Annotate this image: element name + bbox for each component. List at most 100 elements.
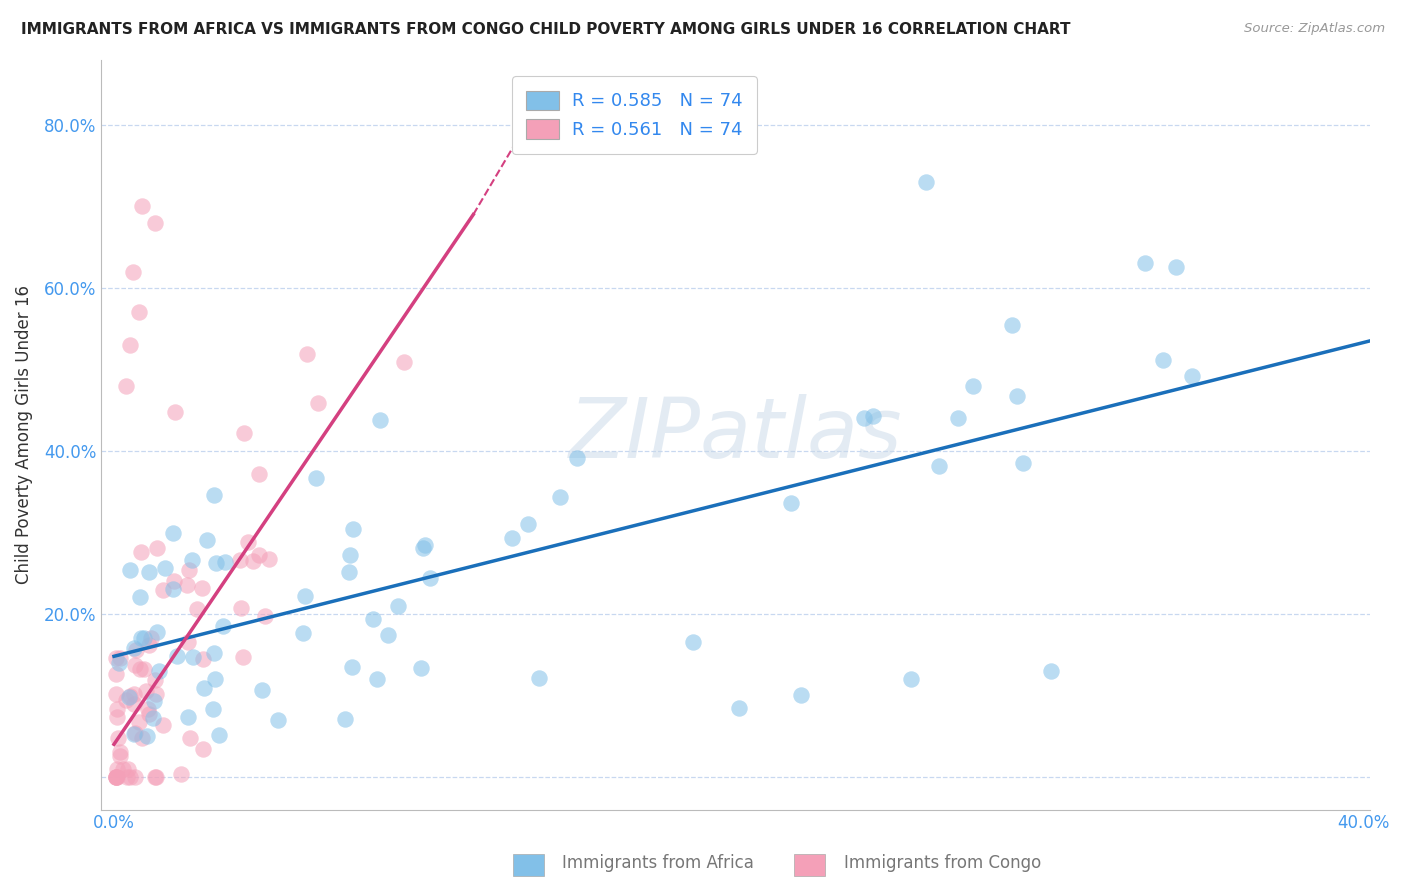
Point — [191, 741, 214, 756]
Point — [517, 516, 540, 531]
Point — [105, 770, 128, 784]
Point — [852, 411, 875, 425]
Point — [115, 693, 138, 707]
Point — [122, 688, 145, 702]
Point — [118, 564, 141, 578]
Point — [134, 631, 156, 645]
Point — [118, 338, 141, 352]
Point — [186, 602, 208, 616]
Text: ZIPatlas: ZIPatlas — [569, 394, 903, 475]
Point — [253, 609, 276, 624]
Point — [212, 619, 235, 633]
Point — [862, 409, 884, 423]
Text: Source: ZipAtlas.com: Source: ZipAtlas.com — [1244, 22, 1385, 36]
Point — [148, 664, 170, 678]
Point — [565, 451, 588, 466]
Point — [1005, 389, 1028, 403]
Point — [176, 578, 198, 592]
Point — [118, 690, 141, 704]
Point — [131, 199, 153, 213]
Point — [333, 713, 356, 727]
Point — [242, 554, 264, 568]
Point — [115, 770, 138, 784]
Point — [122, 697, 145, 711]
Point — [124, 770, 146, 784]
Point — [104, 770, 127, 784]
Point — [229, 601, 252, 615]
Point — [292, 626, 315, 640]
Point — [107, 731, 129, 746]
Text: Immigrants from Africa: Immigrants from Africa — [562, 855, 754, 872]
Point — [139, 631, 162, 645]
Point — [387, 599, 409, 614]
Point — [128, 305, 150, 319]
Point — [529, 671, 551, 685]
Point — [370, 412, 392, 426]
Point — [170, 766, 193, 780]
Point — [124, 726, 146, 740]
Point — [105, 709, 128, 723]
Point — [124, 657, 146, 672]
Point — [247, 467, 270, 482]
Point — [307, 396, 329, 410]
Point — [145, 770, 167, 784]
Point — [181, 650, 204, 665]
Point — [146, 541, 169, 555]
Point — [257, 551, 280, 566]
Point — [780, 496, 803, 510]
Point — [1181, 369, 1204, 384]
Point — [142, 694, 165, 708]
Point — [247, 549, 270, 563]
Point — [294, 589, 316, 603]
Point — [143, 770, 166, 784]
Point — [163, 404, 186, 418]
Point — [129, 662, 152, 676]
Point — [339, 548, 361, 562]
Point — [162, 526, 184, 541]
Point — [1135, 256, 1157, 270]
Point — [118, 770, 141, 784]
Point — [166, 648, 188, 663]
Point — [180, 553, 202, 567]
Point — [412, 541, 434, 555]
Point — [122, 727, 145, 741]
Point — [104, 666, 127, 681]
Point — [179, 563, 201, 577]
Point — [204, 672, 226, 686]
Point — [295, 347, 318, 361]
Point — [138, 566, 160, 580]
Point — [1001, 318, 1024, 332]
Point — [135, 684, 157, 698]
Point — [962, 379, 984, 393]
Point — [195, 533, 218, 548]
Point — [129, 590, 152, 604]
Point — [229, 553, 252, 567]
Point — [1166, 260, 1188, 275]
Point — [104, 770, 127, 784]
Point — [238, 535, 260, 549]
Point — [1040, 664, 1063, 678]
Point — [128, 715, 150, 730]
Point — [146, 625, 169, 640]
Point — [105, 770, 128, 784]
Point — [132, 662, 155, 676]
Point — [232, 649, 254, 664]
Point — [108, 748, 131, 763]
Point — [267, 713, 290, 727]
Point — [377, 628, 399, 642]
Point — [179, 731, 201, 746]
Point — [135, 729, 157, 743]
Point — [115, 378, 138, 392]
Point — [163, 574, 186, 588]
Point — [202, 488, 225, 502]
Point — [177, 635, 200, 649]
Point — [233, 425, 256, 440]
Point — [108, 651, 131, 665]
Point — [117, 762, 139, 776]
Point — [202, 702, 225, 716]
Point — [136, 702, 159, 716]
Point — [107, 702, 129, 716]
Point — [177, 710, 200, 724]
Point — [415, 538, 437, 552]
Point — [191, 581, 214, 595]
